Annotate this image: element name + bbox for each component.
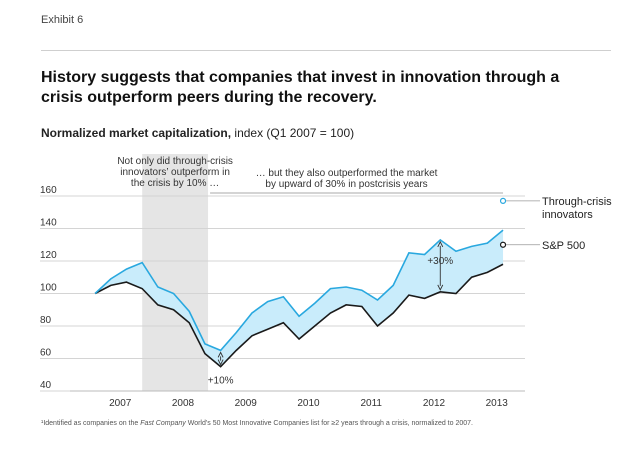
y-tick-100: 100	[40, 283, 57, 294]
x-tick-2007: 2007	[109, 398, 132, 409]
x-tick-2009: 2009	[235, 398, 258, 409]
series-label-innovators-1: Through-crisis	[542, 196, 612, 208]
gap-arrow-crisis-arrowhead-top	[217, 351, 224, 358]
annotation-crisis-line-3: the crisis by 10% …	[131, 178, 219, 189]
y-tick-120: 120	[40, 250, 57, 261]
annotation-recovery-line-1: … but they also outperformed the market	[256, 168, 438, 179]
x-tick-2008: 2008	[172, 398, 195, 409]
subtitle-bold: Normalized market capitalization,	[41, 126, 232, 140]
exhibit-label: Exhibit 6	[41, 14, 84, 26]
gap-label-crisis: +10%	[208, 376, 234, 387]
series-label-sp500: S&P 500	[542, 240, 585, 252]
y-tick-140: 140	[40, 218, 57, 229]
headline: History suggests that companies that inv…	[41, 69, 560, 106]
footnote: ¹Identified as companies on the Fast Com…	[41, 420, 473, 427]
series-line-sp500	[94, 263, 504, 368]
footnote-italic: Fast Company	[140, 420, 186, 427]
y-tick-160: 160	[40, 185, 57, 196]
gap-arrow-crisis-arrowhead-bottom	[217, 359, 224, 366]
y-tick-60: 60	[40, 348, 52, 359]
annotation-crisis-line-1: Not only did through-crisis	[117, 156, 233, 167]
footnote-post: World’s 50 Most Innovative Companies lis…	[185, 420, 473, 427]
subtitle-rest: index (Q1 2007 = 100)	[231, 126, 355, 140]
series-label-innovators-2: innovators	[542, 209, 593, 221]
x-tick-2013: 2013	[486, 398, 509, 409]
series-line-innovators	[94, 229, 504, 352]
header-divider	[41, 50, 611, 51]
gap-label-recovery: +30%	[427, 256, 453, 267]
chart-subtitle: Normalized market capitalization, index …	[41, 126, 354, 140]
end-marker-sp500	[499, 241, 507, 248]
gap-arrow-recovery-arrowhead-bottom	[437, 284, 444, 291]
crisis-period-band	[142, 154, 209, 391]
footnote-pre: ¹Identified as companies on the	[41, 420, 141, 427]
y-tick-80: 80	[40, 315, 52, 326]
end-marker-innovators	[499, 197, 507, 204]
x-tick-2012: 2012	[423, 398, 446, 409]
gap-arrow-recovery-arrowhead-top	[437, 240, 444, 248]
x-tick-2011: 2011	[360, 398, 382, 409]
y-tick-40: 40	[40, 380, 52, 391]
annotation-recovery-line-2: by upward of 30% in postcrisis years	[265, 179, 427, 190]
outperformance-area	[95, 230, 504, 367]
annotation-crisis-line-2: innovators’ outperform in	[120, 167, 230, 178]
x-tick-2010: 2010	[297, 398, 320, 409]
